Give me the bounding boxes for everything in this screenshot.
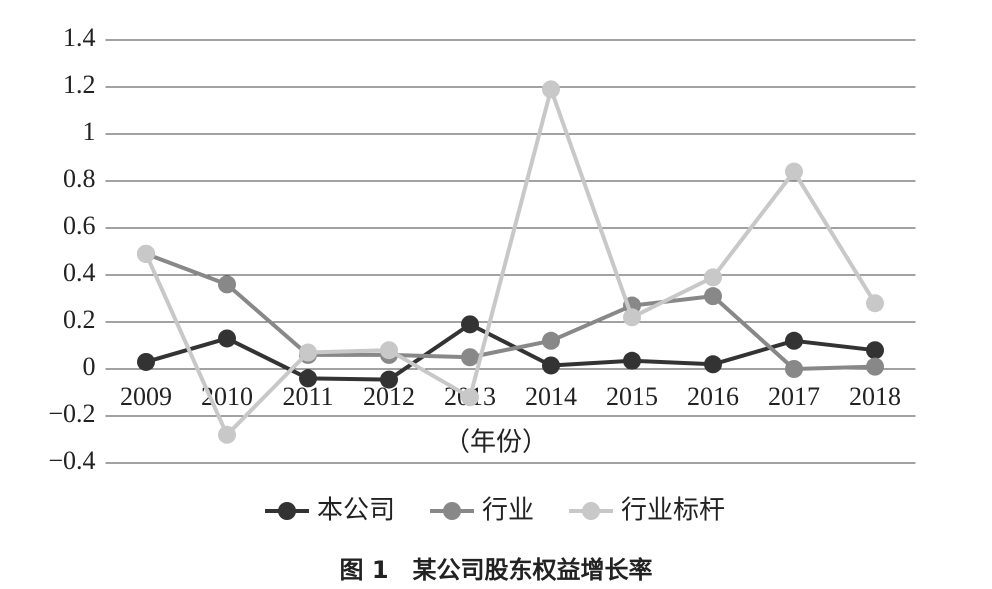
y-tick-label: −0.4 xyxy=(48,446,95,475)
data-point xyxy=(542,356,560,375)
y-tick-label: 1 xyxy=(83,117,96,146)
chart-title: 图 1 某公司股东权益增长率 xyxy=(339,556,652,584)
data-point xyxy=(137,352,155,371)
y-tick-label: 1.4 xyxy=(63,23,96,52)
legend-marker xyxy=(278,502,296,520)
data-point xyxy=(380,370,398,389)
data-point xyxy=(461,348,479,367)
data-point xyxy=(785,162,803,181)
y-tick-label: 0.2 xyxy=(63,305,96,334)
x-tick-label: 2018 xyxy=(849,382,901,411)
y-tick-label: 0.8 xyxy=(63,164,96,193)
data-point xyxy=(866,294,884,313)
legend-label: 行业 xyxy=(482,496,534,526)
data-point xyxy=(299,369,317,388)
y-tick-label: −0.2 xyxy=(48,399,95,428)
y-tick-label: 1.2 xyxy=(63,70,96,99)
data-point xyxy=(461,315,479,334)
x-tick-label: 2009 xyxy=(120,382,172,411)
series-line xyxy=(145,251,876,371)
data-point xyxy=(704,355,722,374)
legend-label: 本公司 xyxy=(317,496,395,526)
data-point xyxy=(623,351,641,370)
x-tick-label: 2014 xyxy=(525,382,577,411)
data-point xyxy=(299,343,317,362)
data-point xyxy=(218,425,236,444)
data-point xyxy=(704,268,722,287)
legend-marker xyxy=(582,502,601,520)
x-tick-label: 2016 xyxy=(687,382,739,411)
x-axis-label: （年份） xyxy=(444,428,548,458)
legend-label: 行业标杆 xyxy=(621,496,725,526)
data-point xyxy=(704,287,722,306)
data-point xyxy=(866,357,884,376)
data-point xyxy=(866,341,884,360)
data-point xyxy=(380,341,398,360)
data-point xyxy=(218,329,236,348)
series-line xyxy=(145,322,876,382)
data-point xyxy=(542,80,560,99)
data-point xyxy=(542,331,560,350)
data-point xyxy=(785,331,803,350)
y-tick-label: 0.6 xyxy=(63,211,96,240)
data-point xyxy=(623,308,641,327)
data-point xyxy=(461,388,479,407)
legend-marker xyxy=(443,502,462,520)
data-point xyxy=(785,360,803,378)
x-tick-label: 2015 xyxy=(606,382,658,411)
x-tick-label: 2017 xyxy=(768,382,820,411)
data-point xyxy=(137,244,155,263)
y-tick-label: 0.4 xyxy=(63,258,96,287)
data-point xyxy=(218,275,236,294)
y-tick-label: 0 xyxy=(83,352,96,381)
series-line xyxy=(144,87,877,437)
